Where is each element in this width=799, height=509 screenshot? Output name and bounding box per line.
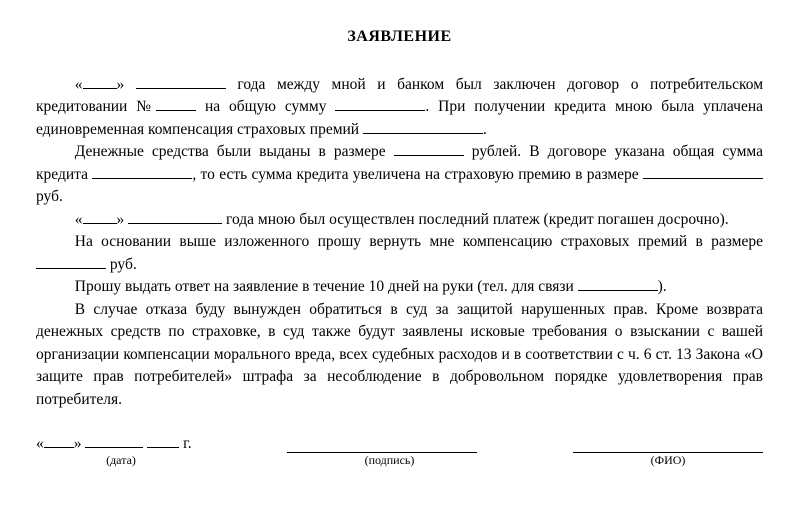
- footer-line: « » г.: [36, 433, 763, 453]
- p2-t4: руб.: [36, 188, 63, 205]
- p4-t2: руб.: [110, 256, 137, 273]
- footer-date-label: (дата): [36, 453, 206, 468]
- blank-premium-1[interactable]: [363, 119, 483, 134]
- p3-t1: года мною был осуществлен последний плат…: [226, 211, 729, 228]
- quote-close-2: »: [117, 211, 125, 228]
- blank-day-2[interactable]: [83, 209, 117, 224]
- p6-t1: В случае отказа буду вынужден обратиться…: [36, 301, 763, 408]
- paragraph-4: На основании выше изложенного прошу верн…: [36, 231, 763, 276]
- footer-year-suffix: г.: [183, 435, 191, 453]
- p5-t1: Прошу выдать ответ на заявление в течени…: [75, 278, 574, 295]
- blank-footer-month[interactable]: [85, 433, 143, 448]
- document-body: «» года между мной и банком был заключен…: [36, 74, 763, 411]
- p5-t2: ).: [658, 278, 667, 295]
- footer-sign-label: (подпись): [295, 453, 485, 468]
- footer-quote-close: »: [74, 435, 82, 453]
- blank-phone[interactable]: [578, 277, 658, 292]
- blank-total[interactable]: [92, 164, 192, 179]
- footer: « » г. (дата) (подпись) (ФИО): [36, 433, 763, 468]
- p1-t2: на общую сумму: [205, 98, 326, 115]
- quote-open: «: [75, 76, 83, 93]
- footer-fio-label: (ФИО): [573, 453, 763, 468]
- paragraph-6: В случае отказа буду вынужден обратиться…: [36, 299, 763, 411]
- p4-t1: На основании выше изложенного прошу верн…: [75, 233, 763, 250]
- quote-open-2: «: [75, 211, 83, 228]
- document-title: ЗАЯВЛЕНИЕ: [36, 28, 763, 46]
- paragraph-1: «» года между мной и банком был заключен…: [36, 74, 763, 141]
- blank-sum[interactable]: [335, 97, 425, 112]
- blank-month-1[interactable]: [136, 74, 226, 89]
- paragraph-3: « » года мною был осуществлен последний п…: [36, 209, 763, 231]
- footer-date-group: « » г.: [36, 433, 192, 453]
- paragraph-2: Денежные средства были выданы в размере …: [36, 141, 763, 208]
- footer-labels: (дата) (подпись) (ФИО): [36, 453, 763, 468]
- blank-footer-day[interactable]: [44, 433, 74, 448]
- paragraph-5: Прошу выдать ответ на заявление в течени…: [36, 276, 763, 298]
- blank-month-2[interactable]: [128, 209, 222, 224]
- blank-footer-fio[interactable]: [573, 438, 763, 453]
- footer-quote-open: «: [36, 435, 44, 453]
- blank-contract-no[interactable]: [156, 97, 196, 112]
- blank-issued[interactable]: [394, 142, 464, 157]
- p2-t3: , то есть сумма кредита увеличена на стр…: [192, 166, 638, 183]
- blank-day-1[interactable]: [83, 74, 117, 89]
- quote-close: »: [117, 76, 125, 93]
- p2-t1: Денежные средства были выданы в размере: [75, 143, 386, 160]
- blank-footer-year[interactable]: [147, 433, 179, 448]
- blank-refund[interactable]: [36, 254, 106, 269]
- blank-footer-sign[interactable]: [287, 438, 477, 453]
- p1-t4: .: [483, 121, 487, 138]
- blank-premium-2[interactable]: [643, 164, 763, 179]
